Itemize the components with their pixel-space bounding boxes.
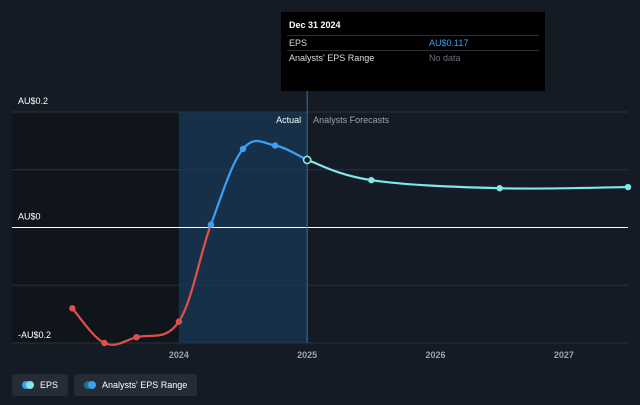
tooltip: Dec 31 2024 EPS AU$0.117 Analysts' EPS R…	[281, 12, 545, 91]
eps-actual-point[interactable]	[175, 318, 183, 325]
y-axis-labels: AU$0.2 AU$0 -AU$0.2	[18, 96, 51, 340]
eps-forecast-line[interactable]	[306, 158, 629, 190]
eps-forecast-point[interactable]	[368, 176, 375, 184]
tooltip-eps-value: AU$0.117	[429, 38, 469, 48]
x-tick-label: 2025	[297, 350, 317, 360]
tooltip-range-value: No data	[429, 53, 461, 63]
legend-item-eps[interactable]: EPS	[12, 374, 69, 396]
eps-actual-point[interactable]	[271, 142, 279, 149]
y-tick-label: AU$0.2	[18, 96, 48, 106]
forecast-region-label: Analysts Forecasts	[313, 115, 390, 125]
x-tick-label: 2027	[554, 350, 574, 360]
eps-forecast-point[interactable]	[496, 185, 503, 192]
eps-actual-point[interactable]	[207, 221, 215, 228]
eps-actual-point[interactable]	[239, 145, 247, 153]
legend: EPS Analysts' EPS Range	[12, 374, 198, 396]
y-tick-label: AU$0	[18, 212, 41, 222]
grid-lines	[12, 111, 628, 344]
eps-swatch-icon	[22, 381, 34, 389]
legend-item-eps-range[interactable]: Analysts' EPS Range	[74, 374, 198, 396]
data-points	[69, 142, 632, 347]
tooltip-row-range: Analysts' EPS Range No data	[287, 50, 539, 65]
tooltip-range-label: Analysts' EPS Range	[289, 53, 375, 63]
eps-actual-line[interactable]	[71, 139, 308, 346]
legend-eps-range-label: Analysts' EPS Range	[102, 380, 188, 390]
x-axis-labels: 2024 2025 2026 2027	[169, 350, 574, 360]
x-tick-label: 2026	[425, 350, 445, 360]
x-tick-label: 2024	[169, 350, 189, 360]
eps-forecast-point[interactable]	[624, 183, 632, 191]
eps-actual-point[interactable]	[133, 334, 140, 341]
y-tick-label: -AU$0.2	[18, 330, 51, 340]
eps-actual-point[interactable]	[69, 305, 76, 312]
eps-highlighted-point[interactable]	[302, 155, 312, 165]
tooltip-eps-label: EPS	[289, 38, 308, 48]
eps-range-swatch-icon	[84, 381, 97, 389]
actual-region-label: Actual	[276, 115, 301, 125]
legend-eps-label: EPS	[40, 380, 59, 390]
eps-actual-point[interactable]	[101, 339, 108, 347]
tooltip-row-eps: EPS AU$0.117	[287, 35, 539, 50]
tooltip-date: Dec 31 2024	[289, 20, 341, 30]
